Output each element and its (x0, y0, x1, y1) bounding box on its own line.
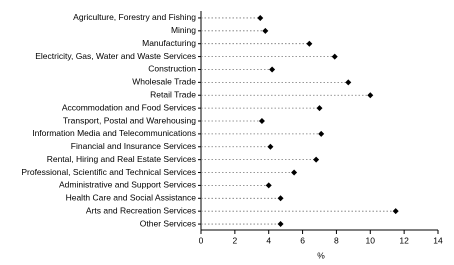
y-tick-label: Electricity, Gas, Water and Waste Servic… (35, 51, 196, 61)
dot (267, 143, 274, 150)
y-tick-label: Professional, Scientific and Technical S… (21, 167, 196, 177)
dot (318, 130, 325, 137)
dot (277, 195, 284, 202)
x-tick-label: 2 (232, 235, 237, 245)
x-tick-label: 8 (334, 235, 339, 245)
y-tick-label: Agriculture, Forestry and Fishing (73, 12, 196, 22)
dot (367, 92, 374, 99)
dot (331, 53, 338, 60)
y-tick-label: Financial and Insurance Services (71, 141, 196, 151)
dot (291, 169, 298, 176)
y-tick-label: Arts and Recreation Services (86, 205, 196, 215)
dot (269, 66, 276, 73)
y-tick-label: Transport, Postal and Warehousing (63, 115, 196, 125)
dot (316, 105, 323, 112)
y-tick-label: Administrative and Support Services (59, 180, 196, 190)
y-tick-label: Accommodation and Food Services (62, 102, 196, 112)
dot (392, 208, 399, 215)
dot (262, 27, 269, 34)
y-tick-label: Wholesale Trade (132, 77, 196, 87)
x-tick-label: 6 (300, 235, 305, 245)
x-tick-label: 0 (199, 235, 204, 245)
x-tick-label: 12 (399, 235, 409, 245)
y-tick-label: Health Care and Social Assistance (66, 193, 197, 203)
y-tick-label: Information Media and Telecommunications (32, 128, 196, 138)
x-tick-label: 4 (266, 235, 271, 245)
y-tick-label: Manufacturing (142, 38, 196, 48)
x-tick-label: 10 (366, 235, 376, 245)
x-axis-label: % (317, 250, 325, 260)
x-tick-label: 14 (433, 235, 443, 245)
y-tick-label: Retail Trade (150, 89, 196, 99)
dot (277, 221, 284, 228)
dot (345, 79, 352, 86)
y-tick-label: Rental, Hiring and Real Estate Services (47, 154, 196, 164)
y-tick-label: Construction (148, 64, 196, 74)
y-tick-label: Mining (171, 25, 196, 35)
dot (306, 40, 313, 47)
dot (257, 14, 264, 21)
dot (313, 156, 320, 163)
dot (258, 118, 265, 124)
y-tick-label: Other Services (140, 218, 196, 228)
dot (265, 182, 272, 189)
